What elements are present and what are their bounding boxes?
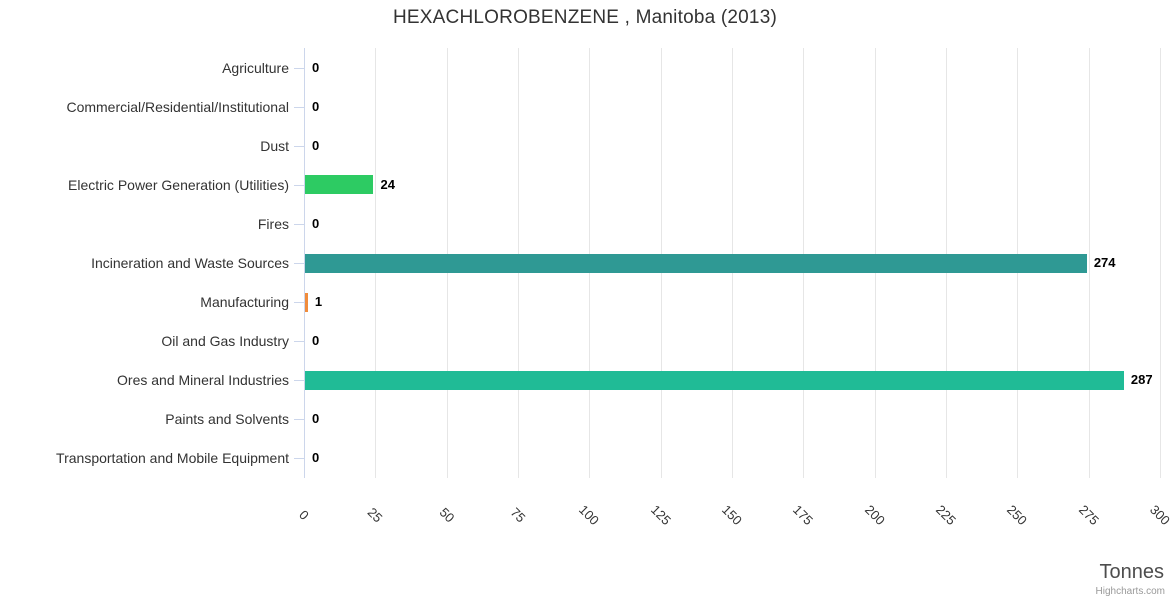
x-axis-tick-label: 250 <box>1004 502 1031 528</box>
y-axis-tick <box>294 146 304 147</box>
bar-data-label: 0 <box>312 333 320 348</box>
x-axis-tick-label: 100 <box>576 502 603 528</box>
category-label: Commercial/Residential/Institutional <box>66 99 289 115</box>
category-label: Ores and Mineral Industries <box>117 372 289 388</box>
bar[interactable] <box>305 370 1124 390</box>
y-axis-tick <box>294 263 304 264</box>
category-label: Manufacturing <box>200 294 289 310</box>
x-axis-tick-label: 25 <box>364 504 386 526</box>
x-axis-tick-label: 300 <box>1147 502 1170 528</box>
bar[interactable] <box>305 175 374 195</box>
x-axis-tick-label: 150 <box>719 502 745 528</box>
x-axis-tick-label: 175 <box>790 502 817 528</box>
x-axis-tick-label: 75 <box>507 504 529 526</box>
y-axis-tick <box>294 341 304 342</box>
bar[interactable] <box>305 292 308 312</box>
bar[interactable] <box>305 253 1087 273</box>
x-axis-tick-label: 0 <box>296 507 312 523</box>
y-axis-tick <box>294 107 304 108</box>
bar-data-label: 24 <box>380 177 395 192</box>
category-label: Fires <box>257 216 289 232</box>
x-axis-tick-label: 50 <box>436 504 458 526</box>
y-axis-tick <box>294 302 304 303</box>
category-label: Oil and Gas Industry <box>161 333 289 349</box>
y-axis-tick <box>294 380 304 381</box>
bar-data-label: 274 <box>1093 255 1116 270</box>
y-axis-tick <box>294 68 304 69</box>
category-label: Dust <box>260 138 289 154</box>
y-axis-line <box>304 48 305 478</box>
category-label: Agriculture <box>222 60 289 76</box>
grid-line <box>1088 48 1090 478</box>
chart-title: HEXACHLOROBENZENE , Manitoba (2013) <box>393 7 777 28</box>
grid-line <box>1160 48 1161 478</box>
category-label: Incineration and Waste Sources <box>91 255 289 271</box>
y-axis-tick <box>294 185 304 186</box>
y-axis-tick <box>294 224 304 225</box>
x-axis-tick-label: 225 <box>933 502 959 528</box>
bar-data-label: 1 <box>314 294 323 309</box>
x-axis-title: Tonnes <box>1099 561 1165 583</box>
bar-data-label: 0 <box>312 60 320 75</box>
x-axis-tick-label: 275 <box>1075 502 1102 528</box>
category-label: Electric Power Generation (Utilities) <box>68 177 289 193</box>
x-axis-tick-label: 125 <box>647 502 674 528</box>
bar-data-label: 0 <box>312 216 320 231</box>
bar-data-label: 0 <box>312 450 320 465</box>
bar-data-label: 0 <box>312 99 320 114</box>
category-label: Paints and Solvents <box>165 411 289 427</box>
y-axis-tick <box>294 458 304 459</box>
category-label: Transportation and Mobile Equipment <box>56 450 289 466</box>
bar-data-label: 0 <box>312 411 320 426</box>
bar-data-label: 287 <box>1130 372 1153 387</box>
highcharts-credit-link[interactable]: Highcharts.com <box>1095 586 1165 597</box>
bar-data-label: 0 <box>312 138 320 153</box>
x-axis-tick-label: 200 <box>861 502 888 528</box>
y-axis-tick <box>294 419 304 420</box>
